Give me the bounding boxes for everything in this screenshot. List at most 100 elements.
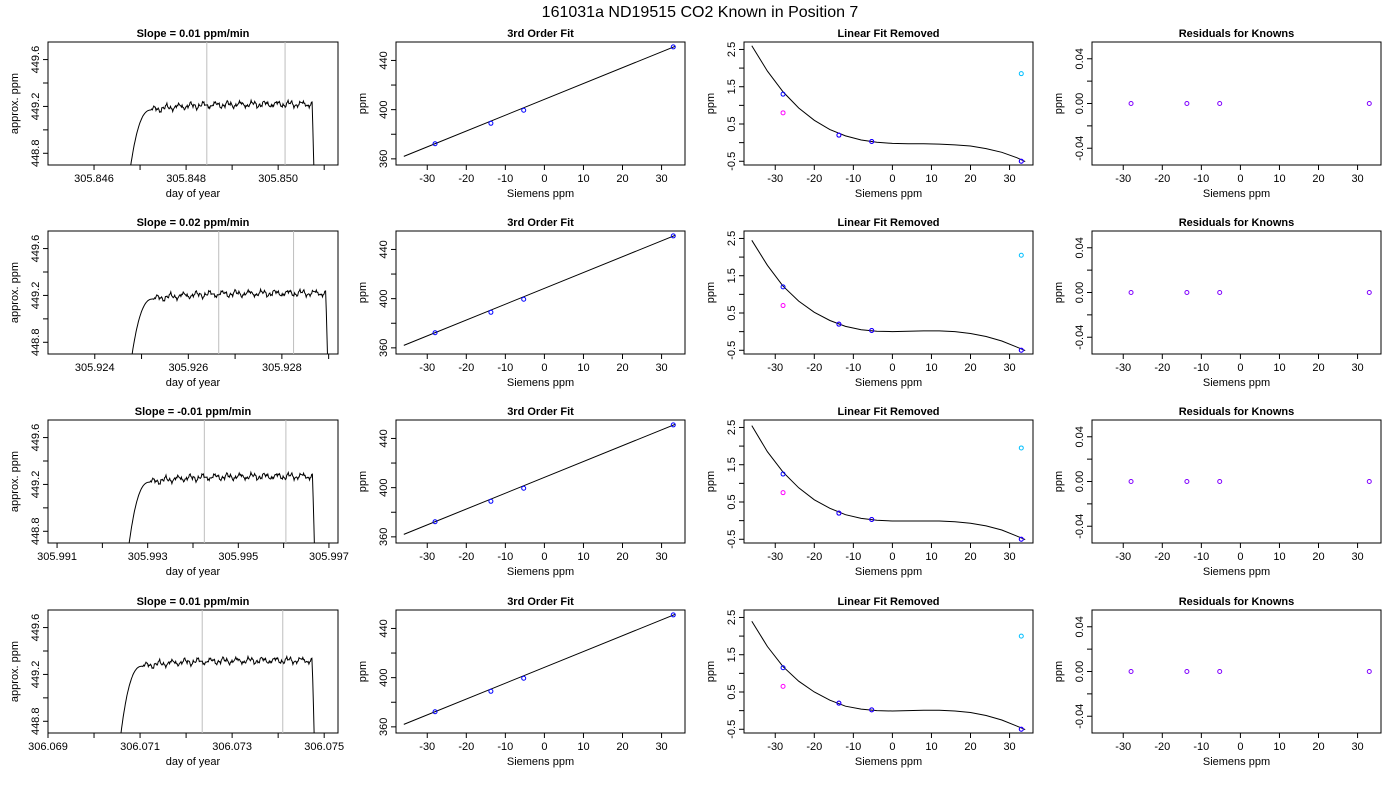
residual-point — [1128, 479, 1134, 484]
time-series-trace — [128, 470, 315, 543]
y-axis-label: ppm — [1053, 93, 1065, 114]
known-point — [488, 688, 494, 694]
x-tick-label: 30 — [1003, 741, 1015, 753]
chart-panel-linear-fit-removed-1: Linear Fit Removed -30 -20 -10 0 10 20 30 -0.5 0.… — [705, 28, 1034, 200]
y-tick-label: 449.2 — [30, 93, 42, 121]
y-tick-label: -0.04 — [1074, 704, 1086, 729]
plot-frame — [1091, 230, 1382, 355]
y-axis-label: ppm — [1053, 282, 1065, 303]
blue-point — [780, 91, 786, 97]
plot-data — [1128, 290, 1372, 295]
y-axis-label: ppm — [357, 93, 369, 114]
y-tick-label: 2.5 — [726, 231, 738, 246]
y-tick-label: 449.2 — [30, 471, 42, 499]
x-tick-label: -20 — [1154, 741, 1170, 753]
residual-point — [1128, 669, 1134, 674]
x-tick-label: -30 — [419, 741, 435, 753]
x-tick-label: 10 — [577, 741, 589, 753]
x-tick-label: 305.993 — [128, 551, 168, 563]
y-tick-label: 0.04 — [1074, 426, 1086, 447]
blue-point — [780, 471, 786, 477]
plot-data — [751, 620, 1026, 732]
x-tick-label: 20 — [1312, 362, 1324, 374]
residual-point — [1217, 479, 1223, 484]
magenta-point — [780, 490, 786, 496]
known-point — [488, 309, 494, 315]
y-axis-label: ppm — [705, 471, 717, 492]
known-point — [432, 709, 438, 715]
y-tick-label: 448.8 — [30, 140, 42, 168]
x-tick-label: -30 — [1115, 362, 1131, 374]
x-tick-label: 305.997 — [309, 551, 349, 563]
time-series-trace — [120, 654, 315, 733]
x-tick-label: -20 — [1154, 551, 1170, 563]
plot-data — [403, 233, 676, 346]
plot-data — [403, 44, 676, 157]
panel-grid: Slope = 0.01 ppm/min 305.846 305.848 305.85… — [9, 28, 1382, 768]
blue-point — [780, 665, 786, 671]
cubic-residual-curve — [751, 240, 1026, 352]
x-tick-label: -20 — [458, 741, 474, 753]
time-series-trace — [130, 98, 315, 165]
plot-frame — [395, 230, 686, 355]
plot-frame — [743, 41, 1034, 166]
panel-title: Linear Fit Removed — [837, 406, 939, 418]
x-tick-label: 30 — [1351, 173, 1363, 185]
x-tick-label: 30 — [655, 362, 667, 374]
y-tick-label: 360 — [378, 339, 390, 357]
x-tick-label: -10 — [497, 362, 513, 374]
x-tick-label: 20 — [616, 551, 628, 563]
chart-panel-third-order-fit-2: 3rd Order Fit -30 -20 -10 0 10 20 30 360 400 440 Si… — [357, 217, 686, 389]
y-axis-label: ppm — [1053, 661, 1065, 682]
y-axis-label: ppm — [705, 93, 717, 114]
x-axis-label: day of year — [166, 188, 221, 200]
panel-title: Slope = 0.01 ppm/min — [137, 28, 250, 40]
x-axis-label: Siemens ppm — [1203, 566, 1270, 578]
plot-data — [751, 425, 1026, 542]
blue-point — [869, 328, 875, 334]
x-tick-label: 10 — [925, 741, 937, 753]
y-tick-label: 1.5 — [726, 457, 738, 472]
plot-frame — [1091, 419, 1382, 544]
residual-point — [1366, 290, 1372, 295]
x-tick-label: -30 — [419, 173, 435, 185]
x-tick-label: 0 — [1237, 551, 1243, 563]
x-tick-label: -10 — [1193, 173, 1209, 185]
x-tick-label: 0 — [1237, 173, 1243, 185]
x-tick-label: 20 — [616, 173, 628, 185]
residual-point — [1128, 101, 1134, 106]
blue-point — [1018, 347, 1024, 353]
x-tick-label: -20 — [458, 551, 474, 563]
panel-title: Residuals for Knowns — [1179, 217, 1295, 229]
chart-panel-time-series-2: Slope = 0.02 ppm/min 305.924 305.926 305.92… — [9, 217, 339, 389]
blue-point — [836, 700, 842, 706]
y-tick-label: 0.04 — [1074, 237, 1086, 258]
y-tick-label: 400 — [378, 478, 390, 496]
plot-frame — [395, 41, 686, 166]
known-point — [488, 498, 494, 504]
y-tick-label: 1.5 — [726, 79, 738, 94]
y-tick-label: 440 — [378, 429, 390, 447]
y-tick-label: 2.5 — [726, 42, 738, 57]
panel-title: Slope = -0.01 ppm/min — [135, 406, 252, 418]
residual-point — [1366, 101, 1372, 106]
y-tick-label: 400 — [378, 668, 390, 686]
x-tick-label: 20 — [1312, 173, 1324, 185]
x-axis-label: day of year — [166, 566, 221, 578]
y-tick-label: 0.5 — [726, 305, 738, 320]
x-axis-label: Siemens ppm — [507, 566, 574, 578]
known-point — [670, 612, 676, 618]
x-tick-label: -20 — [458, 362, 474, 374]
x-tick-label: 0 — [889, 362, 895, 374]
known-point — [432, 330, 438, 336]
x-tick-label: -20 — [806, 741, 822, 753]
x-tick-label: -30 — [1115, 741, 1131, 753]
y-tick-label: 440 — [378, 240, 390, 258]
residual-point — [1184, 479, 1190, 484]
y-tick-label: -0.5 — [726, 530, 738, 549]
blue-point — [869, 139, 875, 145]
y-tick-label: 400 — [378, 100, 390, 118]
y-axis-label: ppm — [705, 282, 717, 303]
x-tick-label: 30 — [1351, 362, 1363, 374]
cyan-point — [1018, 71, 1024, 77]
